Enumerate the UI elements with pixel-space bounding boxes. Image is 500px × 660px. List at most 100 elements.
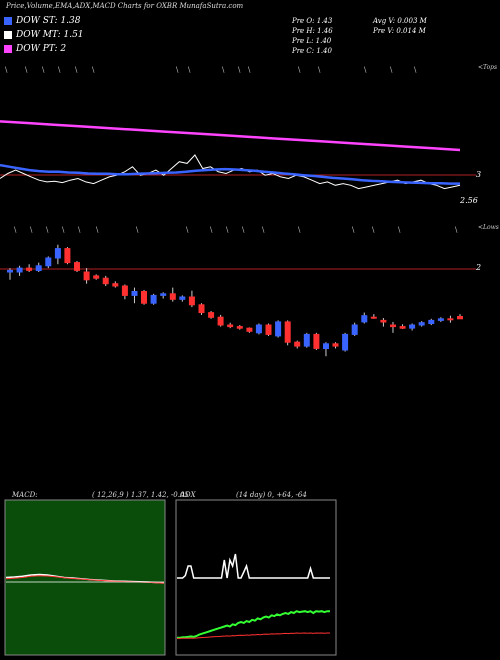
- candle-body: [351, 324, 358, 335]
- candle-body: [131, 291, 138, 296]
- legend-dow-mt: DOW MT: 1.51: [4, 30, 84, 40]
- candle-body: [457, 316, 463, 320]
- candle-body: [303, 333, 310, 347]
- candle-body: [198, 304, 205, 314]
- low-marker: \: [262, 226, 265, 234]
- low-marker: \: [226, 226, 229, 234]
- low-marker: \: [372, 226, 375, 234]
- candlesticks: [7, 244, 463, 357]
- candle-body: [275, 321, 282, 337]
- lows-label: <Lows: [478, 224, 499, 231]
- price-lines: [0, 120, 461, 190]
- candle-body: [141, 291, 147, 304]
- legend-label-st: DOW ST: 1.38: [16, 16, 81, 26]
- macd-lines: [5, 573, 165, 584]
- avg-volume: Avg V: 0.003 M: [373, 17, 427, 25]
- top-marker: \: [188, 66, 191, 74]
- top-marker: \: [25, 66, 28, 74]
- top-marker: \: [92, 66, 95, 74]
- top-marker: \: [5, 66, 8, 74]
- legend-dow-st: DOW ST: 1.38: [4, 16, 81, 26]
- adx-params: (14 day) 0, +64, -64: [236, 491, 307, 499]
- candle-body: [169, 293, 176, 300]
- low-marker: \: [398, 226, 401, 234]
- top-marker: \: [318, 66, 321, 74]
- top-marker: \: [176, 66, 179, 74]
- candle-body: [74, 262, 80, 271]
- candle-body: [342, 333, 349, 351]
- prev-high: Pre H: 1.46: [292, 27, 333, 35]
- candle-body: [7, 269, 13, 273]
- legend-label-mt: DOW MT: 1.51: [16, 30, 84, 40]
- candle-body: [208, 312, 215, 318]
- top-marker: \: [42, 66, 45, 74]
- legend-swatch-pt: [4, 45, 12, 53]
- prev-close: Pre C: 1.40: [292, 47, 332, 55]
- candle-body: [380, 319, 387, 323]
- macd-panel: [4, 499, 166, 656]
- price-mark-2: 2: [476, 263, 482, 272]
- top-marker: \: [238, 66, 241, 74]
- legend-label-pt: DOW PT: 2: [16, 44, 67, 54]
- candle-body: [93, 275, 100, 279]
- close-price-line: [0, 154, 461, 190]
- ema-magenta-line: [0, 120, 461, 152]
- candle-body: [227, 324, 234, 328]
- legend-swatch-st: [4, 17, 12, 25]
- candle-body: [102, 277, 109, 285]
- prev-ohlc: Pre O: 1.43 Pre H: 1.46 Pre L: 1.40 Pre …: [292, 16, 333, 56]
- candle-body: [428, 319, 435, 324]
- top-marker: \: [414, 66, 417, 74]
- candle-body: [313, 333, 320, 349]
- prev-open: Pre O: 1.43: [292, 17, 333, 25]
- tops-markers: \ \ \ \ \ \ \ \ \ \ \ \ \ \ \ \: [5, 66, 417, 74]
- candle-body: [437, 318, 444, 321]
- low-marker: \: [96, 226, 99, 234]
- candle-body: [83, 271, 90, 281]
- candle-body: [332, 343, 339, 347]
- adx-lines: [177, 553, 330, 639]
- candle-body: [361, 315, 368, 323]
- low-marker: \: [14, 226, 17, 234]
- top-marker: \: [298, 66, 301, 74]
- low-marker: \: [46, 226, 49, 234]
- candle-body: [236, 326, 243, 329]
- candle-body: [246, 327, 253, 332]
- top-marker: \: [390, 66, 393, 74]
- low-marker: \: [186, 226, 189, 234]
- top-marker: \: [58, 66, 61, 74]
- candle-body: [294, 341, 301, 347]
- candle-body: [64, 248, 71, 264]
- adx-label: ADX: [180, 491, 196, 499]
- candle-body: [265, 324, 272, 335]
- candle-body: [160, 293, 167, 296]
- ema-blue-line: [0, 163, 460, 185]
- candle-body: [323, 343, 329, 349]
- candle-body: [447, 318, 454, 321]
- candle-body: [150, 294, 157, 304]
- candle-body: [188, 296, 195, 306]
- prev-low: Pre L: 1.40: [292, 37, 332, 45]
- top-marker: \: [75, 66, 78, 74]
- candle-body: [35, 265, 42, 271]
- low-marker: \: [78, 226, 81, 234]
- low-marker: \: [62, 226, 65, 234]
- low-marker: \: [242, 226, 245, 234]
- low-marker: \: [30, 226, 33, 234]
- prev-volume-value: Pre V: 0.014 M: [373, 27, 426, 35]
- low-marker: \: [210, 226, 213, 234]
- legend-dow-pt: DOW PT: 2: [4, 44, 66, 54]
- adx-plus-line: [177, 610, 330, 639]
- candle-body: [418, 322, 425, 326]
- candle-body: [409, 324, 416, 329]
- candle-body: [26, 267, 33, 271]
- top-marker: \: [222, 66, 225, 74]
- candle-body: [16, 267, 23, 273]
- low-marker: \: [352, 226, 355, 234]
- legend-swatch-mt: [4, 31, 12, 39]
- candle-body: [255, 324, 262, 334]
- candle-body: [217, 316, 224, 326]
- candle-body: [45, 257, 52, 267]
- lows-markers: \ \ \ \ \ \ \ \ \ \ \ \ \ \ \ \ \: [14, 226, 458, 234]
